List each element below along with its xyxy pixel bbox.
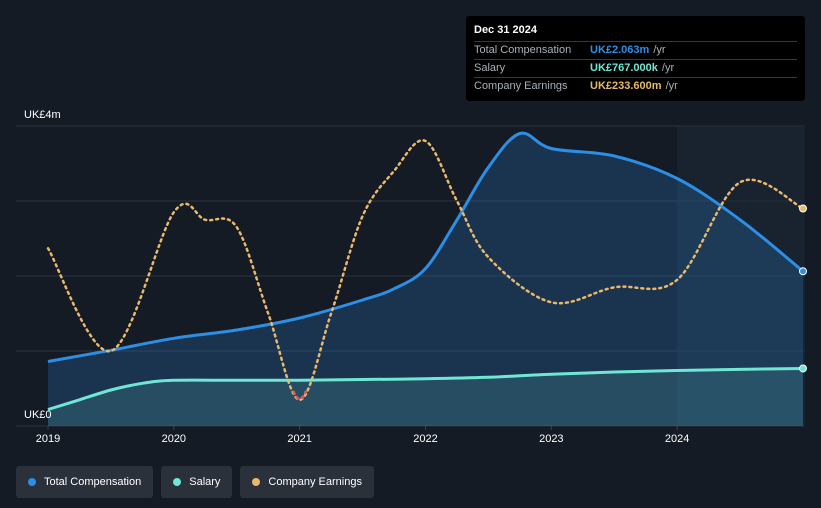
x-tick-label: 2023 bbox=[539, 433, 563, 445]
tooltip-unit: /yr bbox=[665, 80, 678, 92]
tooltip-unit: /yr bbox=[661, 62, 675, 74]
x-tick-label: 2019 bbox=[36, 433, 60, 445]
legend-label: Salary bbox=[189, 476, 221, 488]
x-axis-ticks: 2019 2020 2021 2022 2023 2024 bbox=[36, 426, 689, 445]
gridlines bbox=[16, 125, 805, 427]
total-compensation-line bbox=[47, 131, 804, 363]
tooltip-label: Company Earnings bbox=[474, 80, 568, 92]
y-axis-bottom-label: UK£0 bbox=[24, 409, 52, 421]
salary-line bbox=[47, 367, 804, 411]
x-tick-label: 2024 bbox=[665, 433, 689, 445]
legend-dot-icon bbox=[252, 478, 261, 486]
legend-dot-icon bbox=[28, 478, 36, 486]
forecast-region bbox=[677, 126, 805, 426]
x-tick-label: 2022 bbox=[413, 433, 437, 445]
tooltip-row-salary: Salary UK£767.000k /yr bbox=[474, 60, 797, 78]
legend-item-company-earnings[interactable]: Company Earnings bbox=[240, 466, 374, 498]
tooltip-date: Dec 31 2024 bbox=[474, 24, 797, 42]
legend-dot-icon bbox=[173, 478, 182, 486]
tooltip-row-company-earnings: Company Earnings UK£233.600m /yr bbox=[474, 78, 797, 95]
x-tick-label: 2021 bbox=[287, 433, 311, 445]
legend-label: Company Earnings bbox=[268, 476, 362, 488]
y-axis-top-label: UK£4m bbox=[24, 109, 61, 121]
company-earnings-line bbox=[46, 139, 805, 402]
legend-item-total-compensation[interactable]: Total Compensation bbox=[16, 466, 154, 498]
legend-item-salary[interactable]: Salary bbox=[161, 466, 233, 498]
company-earnings-negative-segment bbox=[292, 390, 307, 400]
series-endpoints bbox=[799, 204, 807, 373]
tooltip-unit: /yr bbox=[653, 44, 666, 56]
salary-area bbox=[48, 368, 803, 426]
tooltip-label: Salary bbox=[474, 62, 506, 74]
series-areas bbox=[48, 133, 803, 426]
tooltip-value: UK£2.063m bbox=[590, 44, 650, 56]
total-compensation-endpoint bbox=[799, 267, 807, 276]
tooltip: Dec 31 2024 Total Compensation UK£2.063m… bbox=[466, 16, 805, 101]
series-lines bbox=[46, 131, 805, 411]
legend-label: Total Compensation bbox=[44, 476, 142, 488]
x-tick-label: 2020 bbox=[162, 433, 186, 445]
tooltip-label: Total Compensation bbox=[474, 44, 572, 56]
salary-endpoint bbox=[799, 364, 807, 373]
legend: Total Compensation Salary Company Earnin… bbox=[16, 466, 374, 498]
tooltip-row-total-compensation: Total Compensation UK£2.063m /yr bbox=[474, 42, 797, 60]
tooltip-value: UK£767.000k bbox=[590, 62, 658, 74]
total-compensation-area bbox=[48, 133, 803, 426]
company-earnings-endpoint bbox=[799, 204, 807, 213]
tooltip-value: UK£233.600m bbox=[590, 80, 662, 92]
